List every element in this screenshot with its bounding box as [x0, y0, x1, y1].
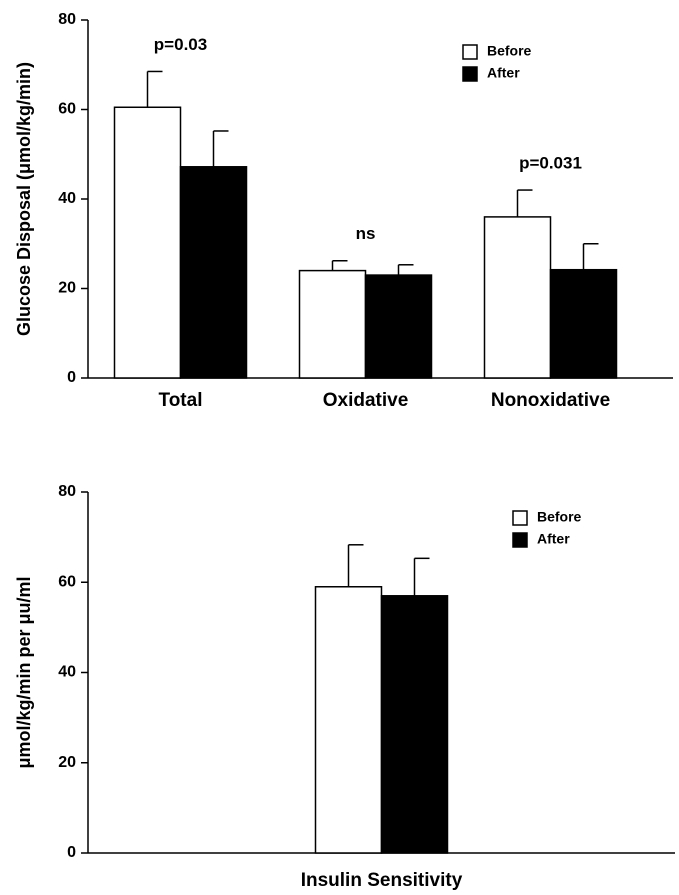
y-tick-label: 80	[58, 483, 76, 500]
annotation: p=0.03	[154, 35, 207, 54]
legend-label: Before	[487, 43, 532, 59]
y-axis-label: μmol/kg/min per μu/ml	[14, 576, 34, 768]
bar	[364, 274, 433, 379]
x-tick-label: Insulin Sensitivity	[301, 870, 463, 891]
legend-label: After	[537, 531, 570, 547]
annotation: ns	[356, 224, 376, 243]
bar	[549, 268, 618, 379]
y-tick-label: 20	[58, 280, 76, 297]
x-tick-label: Nonoxidative	[491, 390, 610, 411]
bar	[380, 595, 449, 854]
bar	[298, 269, 367, 379]
bar	[113, 106, 182, 379]
x-tick-label: Oxidative	[323, 390, 409, 411]
y-tick-label: 60	[58, 101, 76, 118]
y-tick-label: 80	[58, 11, 76, 28]
y-tick-label: 40	[58, 664, 76, 681]
legend-swatch	[512, 510, 528, 526]
y-tick-label: 0	[67, 369, 76, 386]
legend-swatch	[512, 532, 528, 548]
legend-label: Before	[537, 509, 582, 525]
legend-swatch	[462, 66, 478, 82]
y-tick-label: 60	[58, 573, 76, 590]
x-tick-label: Total	[159, 390, 203, 411]
bar	[314, 586, 383, 854]
bar	[483, 216, 552, 379]
bar	[179, 166, 248, 379]
y-tick-label: 20	[58, 754, 76, 771]
legend-swatch	[462, 44, 478, 60]
y-axis-label: Glucose Disposal (μmol/kg/min)	[14, 62, 34, 336]
y-tick-label: 0	[67, 844, 76, 861]
annotation: p=0.031	[519, 154, 582, 173]
legend-label: After	[487, 65, 520, 81]
y-tick-label: 40	[58, 190, 76, 207]
